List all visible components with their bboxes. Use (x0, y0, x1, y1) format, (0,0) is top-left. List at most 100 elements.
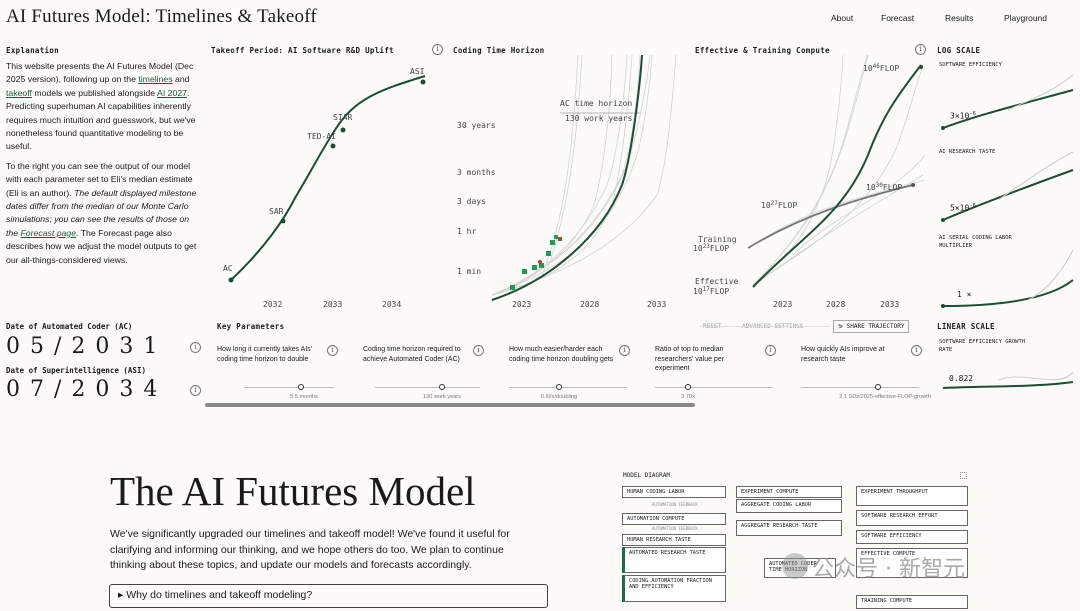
param-slider[interactable] (375, 387, 480, 388)
compute-chart: 1046FLOP 1030FLOP 1027FLOP Training 1023… (693, 55, 926, 309)
hero-title: The AI Futures Model (110, 468, 476, 514)
log-scale-heading: LOG SCALE (937, 46, 981, 55)
compute-label-top: 1046FLOP (863, 63, 899, 73)
expand-icon[interactable] (960, 472, 967, 479)
param-slider-thumb[interactable] (556, 384, 562, 390)
param-info-icon[interactable]: i (619, 345, 630, 356)
diagram-node: EFFECTIVE COMPUTE (856, 548, 968, 578)
param-label: How quickly AIs improve at research tast… (801, 346, 885, 363)
takeoff-link[interactable]: takeoff (6, 87, 32, 98)
why-modeling-accordion[interactable]: ▸ Why do timelines and takeoff modeling? (109, 584, 548, 608)
takeoff-chart: AC SAR TED-AI SIAR ASI 2032 2033 2034 (223, 67, 426, 309)
param-slider[interactable] (655, 387, 773, 388)
y-tick: 1 min (457, 267, 481, 276)
research-taste-sparkline (941, 151, 1074, 222)
divider (700, 326, 830, 327)
x-tick: 2023 (773, 300, 792, 309)
milestone-label-ted-ai: TED-AI (307, 132, 336, 141)
asi-date-value: 07/2034 (6, 377, 168, 402)
diagram-node: AUTOMATION COMPUTE (622, 513, 726, 525)
model-diagram: HUMAN CODING LABOR AUTOMATION FEEDBACK A… (616, 480, 976, 611)
takeoff-info-icon[interactable]: i (432, 44, 443, 55)
param-value: 2.1 SDs/2025-effective-FLOP-growth (839, 394, 931, 400)
watermark: 公众号 · 新智元 (812, 557, 965, 582)
growth-rate-sparkline (942, 371, 1074, 389)
page-title: AI Futures Model: Timelines & Takeoff (6, 6, 317, 27)
annotation-130-work-years: 130 work years (565, 114, 633, 123)
ac-date-value: 05/2031 (6, 334, 168, 359)
milestone-label-siar: SIAR (333, 113, 352, 122)
horizontal-scrollbar[interactable] (205, 403, 695, 407)
compute-chart-title: Effective & Training Compute (695, 46, 830, 55)
param-slider-thumb[interactable] (439, 384, 445, 390)
diagram-node: SOFTWARE RESEARCH EFFORT (856, 510, 968, 526)
ac-date-label: Date of Automated Coder (AC) (6, 322, 133, 331)
param-slider-thumb[interactable] (685, 384, 691, 390)
param-slider-thumb[interactable] (875, 384, 881, 390)
nav-forecast[interactable]: Forecast (881, 13, 915, 23)
diagram-node: SOFTWARE EFFICIENCY (856, 530, 968, 544)
x-tick: 2033 (323, 300, 342, 309)
effective-curve (752, 64, 922, 288)
linear-item-value: 0.822 (949, 374, 974, 383)
param-slider[interactable] (801, 387, 919, 388)
param-slider[interactable] (509, 387, 627, 388)
log-item-label: AI SERIAL CODING LABOR MULTIPLIER (939, 235, 1012, 249)
y-tick: 30 years (457, 121, 496, 130)
log-item-value: 3×10-6 (950, 111, 976, 121)
annotation-ac-horizon: AC time horizon (560, 99, 632, 108)
ai2027-link[interactable]: AI 2027 (157, 87, 187, 98)
param-slider[interactable] (244, 387, 334, 388)
share-trajectory-button[interactable]: ⪖ SHARE TRAJECTORY (833, 320, 910, 333)
milestone-siar (340, 127, 346, 133)
compute-info-icon[interactable]: i (915, 44, 926, 55)
log-item-value: 5×10-6 (950, 203, 976, 213)
nav-about[interactable]: About (831, 13, 854, 23)
x-tick: 2028 (826, 300, 845, 309)
linear-scale-heading: LINEAR SCALE (937, 322, 995, 331)
param-info-icon[interactable]: i (327, 345, 338, 356)
param-value: 3.70x (681, 394, 695, 400)
diagram-node: AGGREGATE CODING LABOR (736, 499, 842, 513)
coding-labor-sparkline (941, 250, 1074, 308)
param-value: 0.92x/doubling (540, 394, 578, 400)
ac-info-icon[interactable]: i (190, 342, 201, 353)
nav-playground[interactable]: Playground (1004, 13, 1048, 23)
diagram-node: AUTOMATED RESEARCH TASTE (622, 547, 726, 573)
x-tick: 2032 (263, 300, 282, 309)
diagram-note: AUTOMATION FEEDBACK (652, 526, 698, 531)
hero-body: We've significantly upgraded our timelin… (110, 528, 510, 571)
horizon-chart-title: Coding Time Horizon (453, 46, 545, 55)
x-tick: 2028 (580, 300, 599, 309)
diagram-node: EXPERIMENT THROUGHPUT (856, 486, 968, 506)
training-value: 1023FLOP (693, 243, 729, 253)
timelines-link[interactable]: timelines (138, 74, 173, 85)
param-value: 130 work years (423, 394, 461, 400)
compute-trajectories (752, 55, 926, 286)
forecast-page-link[interactable]: Forecast page (20, 227, 77, 238)
wechat-logo (782, 553, 808, 579)
chevron-right-icon: ▸ (118, 589, 127, 601)
takeoff-chart-title: Takeoff Period: AI Software R&D Uplift (211, 46, 394, 55)
x-tick: 2034 (382, 300, 401, 309)
log-item-label: SOFTWARE EFFICIENCY (939, 62, 1002, 68)
takeoff-curve (230, 75, 426, 281)
log-item-label: AI RESEARCH TASTE (939, 149, 996, 155)
asi-info-icon[interactable]: i (190, 385, 201, 396)
param-info-icon[interactable]: i (911, 345, 922, 356)
compute-label-mid2: 1030FLOP (866, 182, 902, 192)
y-tick: 3 days (457, 197, 486, 206)
milestone-asi (420, 79, 426, 85)
param-info-icon[interactable]: i (473, 345, 484, 356)
milestone-label-sar: SAR (269, 207, 284, 216)
log-item-value: 1 × (957, 290, 972, 299)
nav-results[interactable]: Results (945, 13, 974, 23)
milestone-label-asi: ASI (410, 67, 425, 76)
diagram-node: HUMAN RESEARCH TASTE (622, 534, 726, 546)
param-slider-thumb[interactable] (298, 384, 304, 390)
param-info-icon[interactable]: i (765, 345, 776, 356)
param-label: Ratio of top to median researchers' valu… (655, 346, 725, 372)
effective-label: Effective (695, 277, 739, 286)
share-icon: ⪖ (838, 323, 847, 330)
explanation-text: This website presents the AI Futures Mod… (6, 61, 197, 265)
